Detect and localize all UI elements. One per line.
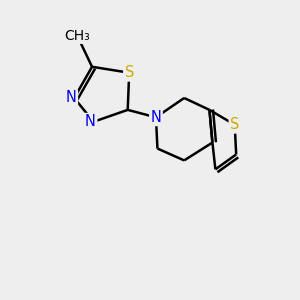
Text: S: S [230, 117, 239, 132]
Text: N: N [85, 114, 96, 129]
Text: N: N [151, 110, 161, 125]
Text: S: S [124, 65, 134, 80]
Text: N: N [66, 91, 77, 106]
Text: CH₃: CH₃ [64, 28, 90, 43]
